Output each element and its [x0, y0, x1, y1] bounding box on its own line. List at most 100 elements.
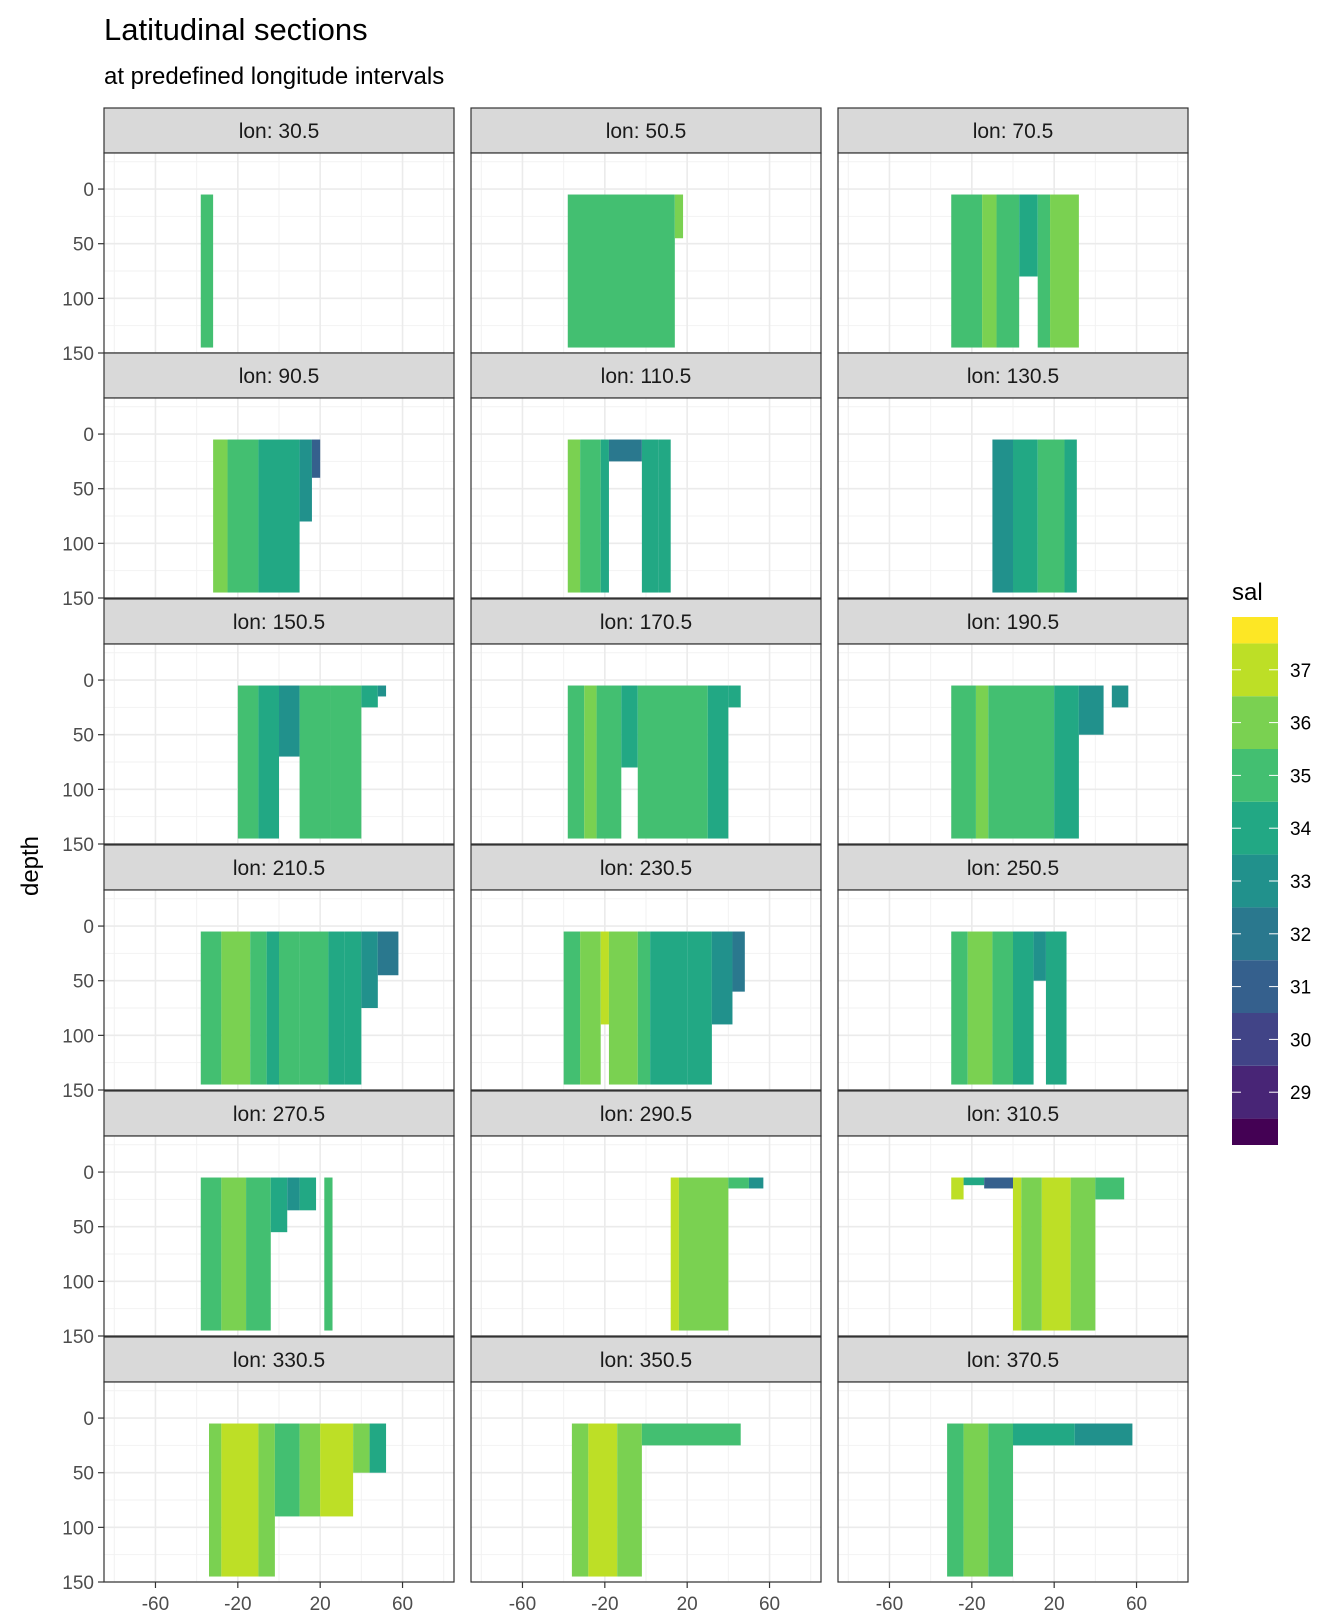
facet-strip	[470, 352, 822, 399]
salinity-cell	[299, 1177, 317, 1211]
x-tick-label: 20	[677, 1594, 698, 1612]
y-tick-label: 150	[62, 835, 94, 856]
salinity-cell	[377, 685, 387, 697]
y-tick-label: 100	[62, 534, 94, 555]
panel-border	[103, 1381, 455, 1583]
y-tick-label: 50	[73, 1464, 94, 1485]
salinity-cell	[221, 1423, 259, 1577]
salinity-cell	[299, 931, 329, 1085]
facet-strip-label: lon: 150.5	[233, 611, 325, 634]
panel-border	[837, 643, 1189, 845]
salinity-cell	[728, 1177, 749, 1189]
facet-panel: lon: 230.5	[470, 844, 822, 1091]
panel-border	[837, 1135, 1189, 1337]
salinity-cell	[1111, 685, 1129, 708]
salinity-cell	[299, 439, 312, 522]
facet-strip	[837, 844, 1189, 891]
salinity-cell	[274, 1423, 300, 1517]
facet-strip-label: lon: 370.5	[967, 1349, 1059, 1372]
y-tick-label: 150	[62, 1573, 94, 1594]
facet-panel: lon: 50.5	[470, 107, 822, 354]
salinity-cell	[982, 194, 997, 348]
legend-label: 32	[1290, 925, 1311, 946]
panel-border	[837, 397, 1189, 599]
salinity-cell	[328, 931, 345, 1085]
facet-strip-label: lon: 130.5	[967, 365, 1059, 388]
facet-panel: lon: 330.5 0 50 100 150 -60 -20 20 60	[62, 1336, 455, 1612]
salinity-cell	[1095, 1177, 1125, 1200]
legend-label: 35	[1290, 766, 1311, 787]
salinity-cell	[748, 1177, 764, 1189]
salinity-cell	[596, 685, 622, 839]
salinity-cell	[963, 1423, 989, 1577]
y-tick-label: 100	[62, 1518, 94, 1539]
salinity-cell	[1045, 931, 1067, 1085]
salinity-cell	[584, 685, 597, 839]
salinity-cell	[299, 1423, 321, 1517]
salinity-cell	[617, 1423, 642, 1577]
salinity-cell	[580, 439, 601, 593]
y-tick-label: 0	[83, 425, 94, 446]
y-tick-label: 100	[62, 1272, 94, 1293]
salinity-cell	[200, 194, 214, 348]
salinity-cell	[324, 1177, 333, 1331]
salinity-cell	[963, 1177, 985, 1186]
x-tick-label: -60	[142, 1594, 169, 1612]
salinity-cell	[258, 1423, 275, 1577]
y-tick-label: 0	[83, 1163, 94, 1184]
facet-strip	[103, 352, 455, 399]
x-tick-label: -20	[224, 1594, 251, 1612]
x-tick-label: -60	[509, 1594, 536, 1612]
salinity-cell	[992, 931, 1013, 1085]
legend-color-step	[1232, 617, 1278, 644]
panel-border	[103, 1135, 455, 1337]
facet-strip	[837, 107, 1189, 154]
y-tick-label: 0	[83, 1409, 94, 1430]
salinity-cell	[311, 439, 321, 478]
legend: sal 29 30 31 32 33 34 35 36 37	[1232, 579, 1312, 1145]
y-tick-label: 150	[62, 589, 94, 610]
salinity-cell	[650, 931, 688, 1085]
salinity-cell	[571, 1423, 589, 1577]
chart-subtitle: at predefined longitude intervals	[104, 63, 444, 90]
x-tick-label: 20	[1044, 1594, 1065, 1612]
panel-border	[837, 889, 1189, 1091]
salinity-cell	[320, 1423, 354, 1517]
facet-strip	[837, 598, 1189, 645]
facet-strip-label: lon: 250.5	[967, 857, 1059, 880]
facet-strip	[837, 1336, 1189, 1383]
facet-strip-label: lon: 290.5	[600, 1103, 692, 1126]
salinity-cell	[1070, 1177, 1096, 1331]
facet-strip-label: lon: 170.5	[600, 611, 692, 634]
salinity-cell	[209, 1423, 222, 1577]
x-tick-label: 60	[1126, 1594, 1147, 1612]
salinity-cell	[369, 1423, 387, 1473]
chart-title: Latitudinal sections	[104, 12, 368, 47]
panel-border	[470, 1381, 822, 1583]
facet-strip-label: lon: 350.5	[600, 1349, 692, 1372]
y-tick-label: 100	[62, 289, 94, 310]
facet-panel: lon: 210.5 0 50 100 150	[62, 844, 455, 1102]
y-tick-label: 150	[62, 344, 94, 365]
facet-panel: lon: 370.5 -60 -20 20 60	[837, 1336, 1189, 1612]
salinity-cell	[1013, 1423, 1075, 1446]
salinity-cell	[279, 685, 300, 757]
salinity-cell	[947, 1423, 964, 1577]
facet-strip	[103, 844, 455, 891]
salinity-cell	[678, 1177, 729, 1331]
facet-panel: lon: 30.5 0 50 100 150	[62, 107, 455, 365]
salinity-cell	[588, 1423, 618, 1577]
salinity-cell	[279, 931, 300, 1085]
salinity-cell	[567, 194, 675, 348]
panel-border	[470, 643, 822, 845]
salinity-cell	[563, 931, 581, 1085]
facet-strip-label: lon: 70.5	[973, 120, 1054, 143]
salinity-cell	[951, 1177, 964, 1200]
x-tick-label: -20	[591, 1594, 618, 1612]
salinity-cell	[567, 439, 581, 593]
salinity-cell	[728, 685, 741, 708]
panel-border	[103, 643, 455, 845]
salinity-cell	[975, 685, 989, 839]
salinity-cell	[996, 194, 1020, 348]
legend-label: 29	[1290, 1083, 1311, 1104]
